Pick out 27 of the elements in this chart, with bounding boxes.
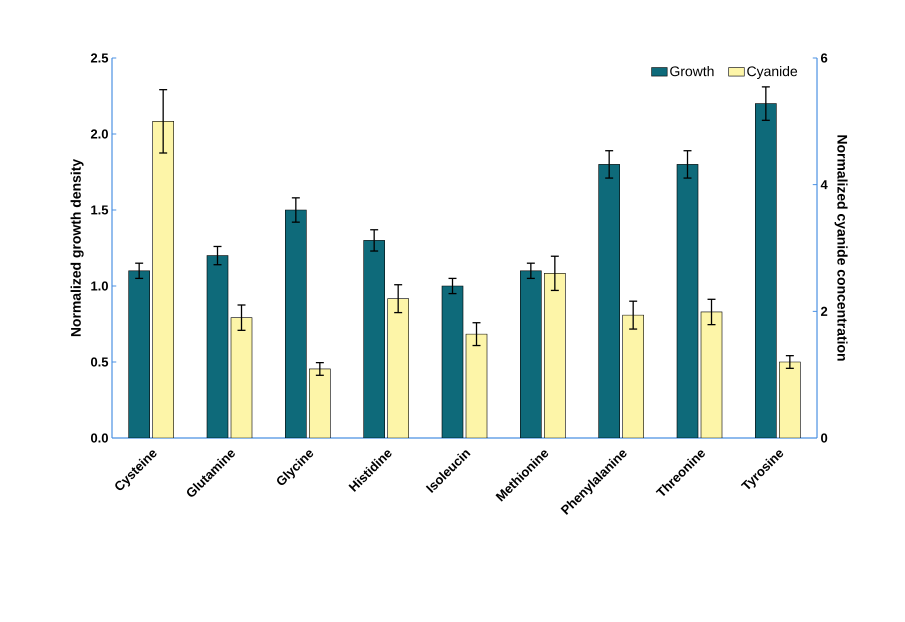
y-tick-label: 1.0 (91, 281, 108, 291)
y2-tick-label: 0 (821, 433, 828, 443)
bar (676, 164, 698, 438)
bar (387, 298, 409, 438)
y-axis-title: Normalized growth density (70, 158, 84, 336)
y2-axis-title: Normalized cyanide concentration (834, 135, 848, 361)
bar (442, 286, 464, 438)
legend-label: Growth (670, 66, 714, 76)
bar (622, 314, 644, 438)
bar (520, 270, 542, 438)
y-tick-label: 1.5 (91, 205, 108, 215)
y-tick-label: 0.5 (90, 357, 108, 367)
y2-tick-label: 4 (820, 180, 828, 190)
y-tick-label: 0.0 (90, 433, 108, 443)
y2-tick-label: 2 (820, 306, 828, 316)
y-tick-label: 2.5 (90, 53, 108, 63)
bar (128, 270, 150, 438)
bar (466, 334, 488, 438)
bar (230, 317, 252, 438)
y-tick-label: 2.0 (90, 129, 108, 139)
bar (598, 164, 620, 438)
bar (363, 240, 385, 438)
bar (755, 103, 777, 438)
legend-label: Cyanide (747, 66, 798, 79)
y2-tick-label: 6 (821, 53, 828, 63)
bar (206, 255, 228, 438)
bar (285, 210, 307, 438)
